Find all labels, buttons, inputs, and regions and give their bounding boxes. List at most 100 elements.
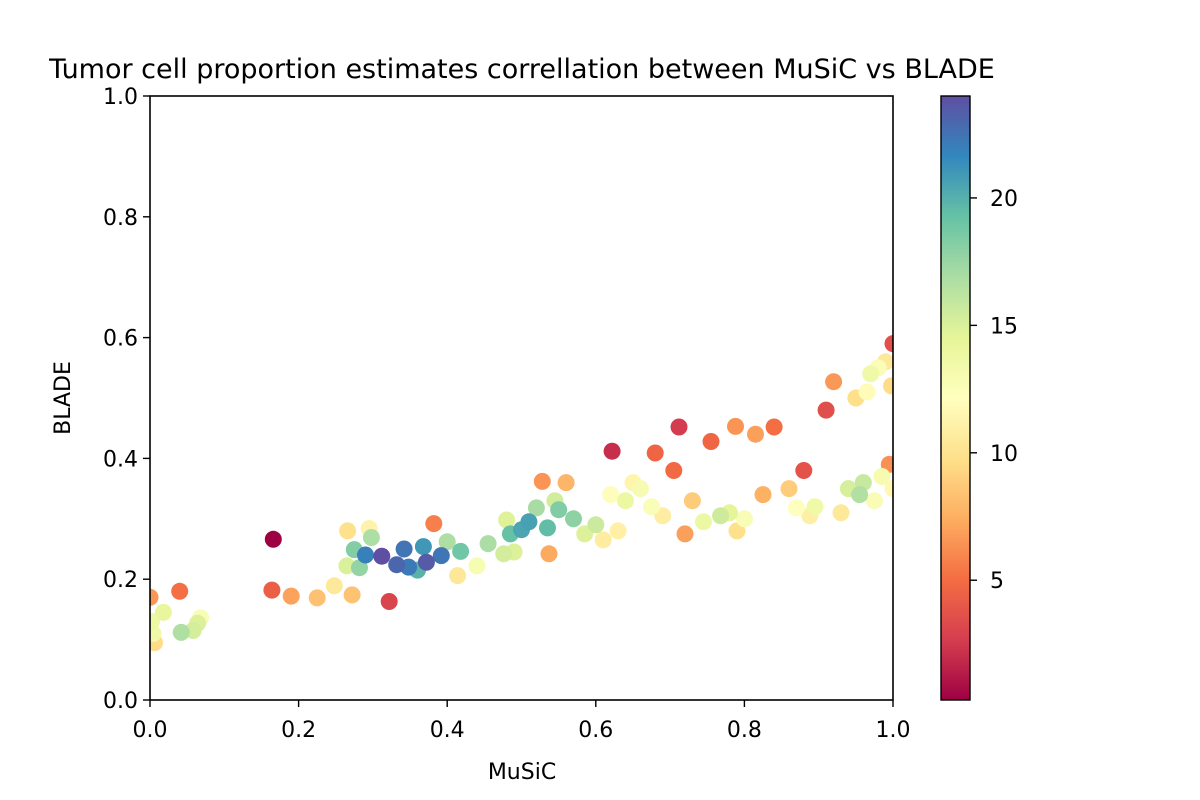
scatter-point bbox=[702, 433, 720, 450]
scatter-point bbox=[495, 545, 513, 563]
colorbar: 5 10 15 20 bbox=[940, 95, 1018, 701]
scatter-point bbox=[594, 531, 612, 549]
x-tick-label: 0.0 bbox=[133, 718, 168, 743]
scatter-point bbox=[498, 511, 516, 529]
scatter-point bbox=[351, 559, 368, 577]
scatter-point bbox=[747, 425, 764, 443]
scatter-point bbox=[343, 586, 361, 604]
scatter-point bbox=[832, 504, 850, 522]
scatter-point bbox=[338, 557, 356, 575]
y-axis-ticks: 0.0 0.2 0.4 0.6 0.8 1.0 bbox=[103, 85, 150, 714]
scatter-point bbox=[865, 492, 883, 510]
x-tick-label: 0.4 bbox=[430, 718, 465, 743]
scatter-point bbox=[417, 553, 435, 571]
scatter-point bbox=[325, 577, 343, 595]
scatter-point bbox=[735, 510, 753, 528]
scatter-point bbox=[646, 444, 664, 462]
colorbar-tick-label: 15 bbox=[990, 314, 1018, 339]
scatter-point bbox=[550, 501, 568, 519]
scatter-point bbox=[862, 365, 880, 383]
x-tick-label: 0.6 bbox=[578, 718, 613, 743]
scatter-point bbox=[264, 530, 282, 548]
scatter-point bbox=[414, 538, 432, 556]
x-tick-label: 0.2 bbox=[281, 718, 316, 743]
scatter-point bbox=[676, 525, 694, 543]
scatter-point bbox=[765, 418, 783, 436]
y-tick-label: 1.0 bbox=[103, 85, 138, 110]
scatter-point bbox=[380, 593, 398, 610]
scatter-point bbox=[565, 510, 582, 528]
scatter-point bbox=[884, 335, 893, 353]
scatter-point bbox=[557, 474, 575, 492]
colorbar-gradient bbox=[940, 95, 971, 701]
scatter-point bbox=[643, 498, 660, 516]
scatter-point bbox=[362, 529, 380, 546]
scatter-point bbox=[603, 442, 621, 460]
scatter-point bbox=[388, 556, 406, 574]
x-tick-label: 1.0 bbox=[876, 718, 911, 743]
scatter-point bbox=[883, 377, 893, 395]
scatter-point bbox=[282, 587, 300, 605]
scatter-point bbox=[533, 472, 551, 490]
scatter-point bbox=[171, 582, 189, 600]
scatter-point bbox=[617, 492, 634, 510]
scatter-point bbox=[609, 522, 627, 540]
scatter-point bbox=[308, 589, 326, 607]
scatter-point bbox=[817, 401, 835, 419]
scatter-point bbox=[432, 547, 450, 565]
scatter-point bbox=[780, 480, 798, 498]
scatter-point bbox=[670, 418, 688, 436]
scatter-point bbox=[263, 581, 281, 599]
scatter-point bbox=[631, 480, 649, 498]
scatter-point bbox=[150, 588, 159, 606]
scatter-point bbox=[858, 383, 876, 401]
y-tick-label: 0.4 bbox=[103, 447, 138, 472]
scatter-point bbox=[795, 462, 813, 479]
scatter-point bbox=[438, 533, 456, 551]
scatter-point bbox=[479, 535, 497, 553]
scatter-point bbox=[154, 603, 172, 621]
scatter-point bbox=[602, 486, 620, 504]
y-tick-label: 0.8 bbox=[103, 206, 138, 231]
scatter-point bbox=[806, 498, 824, 516]
scatter-point bbox=[540, 545, 558, 563]
scatter-point bbox=[873, 468, 891, 485]
y-tick-label: 0.2 bbox=[103, 568, 138, 593]
scatter-point bbox=[825, 373, 843, 391]
scatter-point bbox=[851, 486, 869, 504]
scatter-point bbox=[520, 513, 538, 531]
scatter-point bbox=[683, 492, 701, 510]
scatter-point bbox=[339, 522, 357, 540]
plot-frame bbox=[149, 95, 894, 701]
scatter-point bbox=[172, 623, 190, 641]
scatter-point bbox=[712, 507, 730, 525]
scatter-point bbox=[452, 542, 470, 560]
chart-title: Tumor cell proportion estimates corrella… bbox=[48, 54, 995, 85]
x-tick-label: 0.8 bbox=[727, 718, 762, 743]
scatter-point bbox=[425, 515, 443, 533]
colorbar-tick-label: 20 bbox=[990, 187, 1018, 212]
scatter-point bbox=[373, 547, 391, 565]
scatter-point bbox=[587, 516, 605, 534]
y-tick-label: 0.6 bbox=[103, 327, 138, 352]
scatter-point bbox=[787, 499, 805, 517]
scatter-point bbox=[884, 480, 893, 498]
scatter-point bbox=[754, 486, 772, 504]
scatter-point bbox=[695, 513, 712, 531]
scatter-point bbox=[539, 519, 556, 537]
x-axis-label: MuSiC bbox=[488, 760, 556, 785]
colorbar-tick-label: 10 bbox=[990, 442, 1018, 467]
scatter-point bbox=[665, 462, 683, 479]
scatter-point bbox=[468, 557, 486, 575]
y-tick-label: 0.0 bbox=[103, 689, 138, 714]
scatter-point bbox=[449, 567, 467, 585]
colorbar-ticks: 5 10 15 20 bbox=[970, 187, 1018, 594]
scatter-points bbox=[150, 335, 893, 652]
scatter-point bbox=[527, 499, 545, 517]
y-axis-label: BLADE bbox=[51, 361, 76, 435]
colorbar-tick-label: 5 bbox=[990, 569, 1004, 594]
x-axis-ticks: 0.0 0.2 0.4 0.6 0.8 1.0 bbox=[133, 700, 911, 743]
scatter-point bbox=[395, 540, 413, 558]
scatter-point bbox=[357, 546, 374, 564]
